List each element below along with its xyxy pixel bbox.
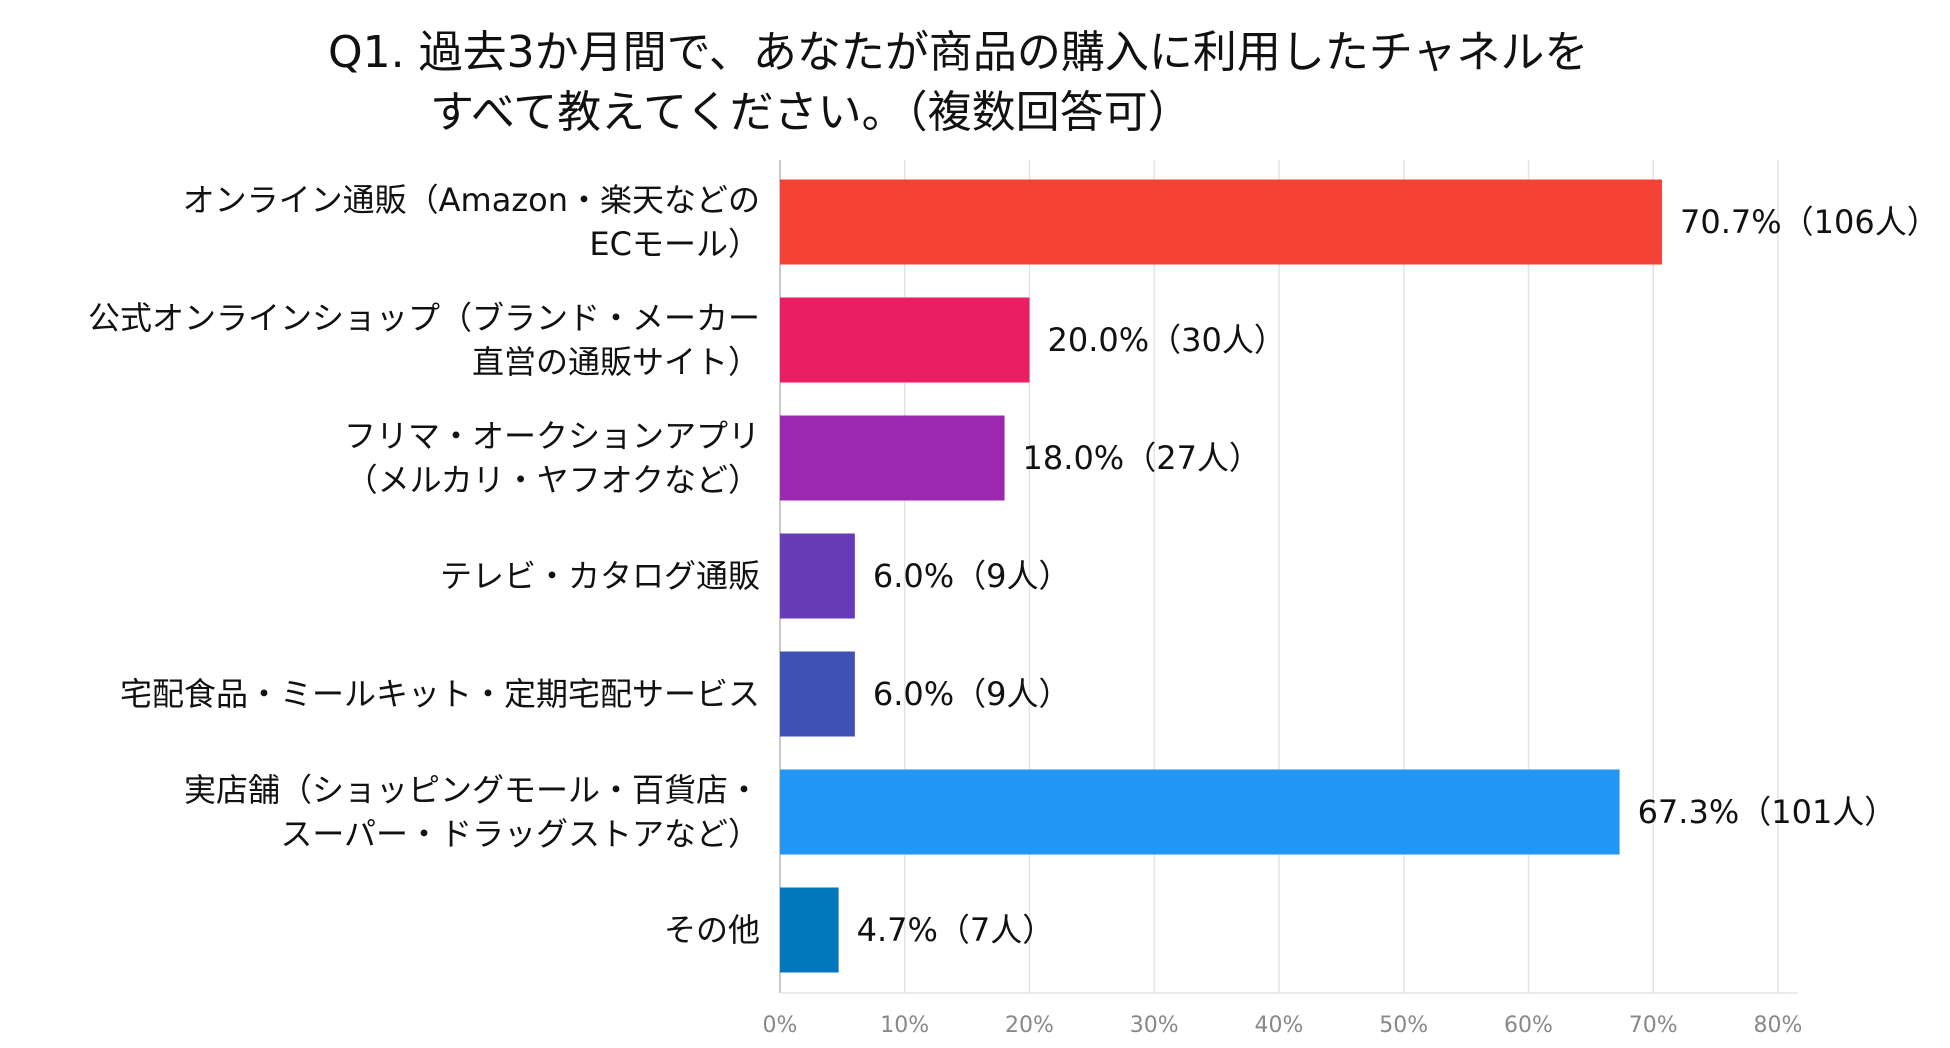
bar-2 — [780, 297, 1030, 383]
category-label-5: 宅配食品・ミールキット・定期宅配サービス — [120, 675, 760, 713]
category-label-2-line-2: 直営の通販サイト） — [472, 343, 760, 381]
x-tick-label: 80% — [1754, 1013, 1803, 1038]
category-label-1-line-1: オンライン通販（Amazon・楽天などの — [183, 181, 760, 219]
x-tick-label: 50% — [1379, 1013, 1428, 1038]
category-label-1-line-2: ECモール） — [589, 225, 760, 263]
label-layer: 70.7%（106人） オンライン通販（Amazon・楽天などの ECモール） 20.… — [88, 181, 1939, 949]
category-label-3-line-1: フリマ・オークションアプリ — [344, 417, 760, 455]
data-label-4: 6.0%（9人） — [873, 557, 1071, 595]
data-label-7: 4.7%（7人） — [857, 911, 1055, 949]
bar-layer — [780, 179, 1662, 973]
bar-1 — [780, 179, 1662, 265]
x-tick-label: 70% — [1629, 1013, 1678, 1038]
x-tick-label: 40% — [1255, 1013, 1304, 1038]
bar-7 — [780, 887, 839, 973]
bar-6 — [780, 769, 1620, 855]
category-label-7: その他 — [664, 911, 760, 949]
category-label-4: テレビ・カタログ通販 — [440, 557, 760, 595]
bar-4 — [780, 533, 855, 619]
category-label-6-line-1: 実店舗（ショッピングモール・百貨店・ — [184, 771, 760, 809]
data-label-5: 6.0%（9人） — [873, 675, 1071, 713]
data-label-6: 67.3%（101人） — [1638, 793, 1897, 831]
bar-3 — [780, 415, 1005, 501]
data-label-3: 18.0%（27人） — [1023, 439, 1261, 477]
data-label-2: 20.0%（30人） — [1048, 321, 1286, 359]
x-tick-label: 30% — [1130, 1013, 1179, 1038]
category-label-2-line-1: 公式オンラインショップ（ブランド・メーカー — [88, 299, 760, 337]
x-tick-label: 20% — [1005, 1013, 1054, 1038]
x-tick-label: 10% — [880, 1013, 929, 1038]
chart-title-line-2: すべて教えてください。（複数回答可） — [430, 87, 1192, 138]
category-label-3-line-2: （メルカリ・ヤフオクなど） — [346, 461, 760, 499]
tick-layer: 0% 10% 20% 30% 40% 50% 60% 70% 80% — [763, 1013, 1803, 1038]
data-label-1: 70.7%（106人） — [1680, 203, 1939, 241]
x-tick-label: 60% — [1504, 1013, 1553, 1038]
chart-title-line-1: Q1. 過去3か月間で、あなたが商品の購入に利用したチャネルを — [328, 27, 1589, 78]
x-tick-label: 0% — [763, 1013, 798, 1038]
bar-5 — [780, 651, 855, 737]
category-label-6-line-2: スーパー・ドラッグストアなど） — [280, 815, 760, 853]
